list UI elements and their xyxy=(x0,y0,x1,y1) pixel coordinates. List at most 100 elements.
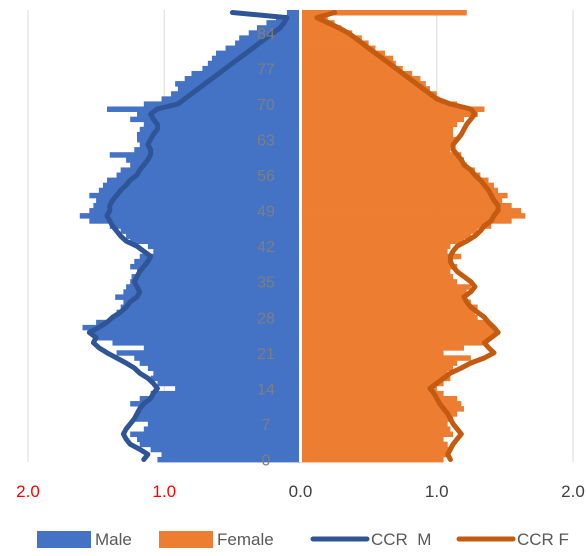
female-bar-age-15 xyxy=(300,380,444,387)
male-bar-age-3 xyxy=(139,441,301,448)
female-bar-age-84 xyxy=(300,30,353,36)
female-bar-age-56 xyxy=(300,172,481,178)
male-bar-age-61 xyxy=(134,147,301,153)
male-bar-age-4 xyxy=(137,436,301,443)
female-bar-age-69 xyxy=(300,106,485,112)
male-bar-age-36 xyxy=(131,274,301,280)
female-bar-age-17 xyxy=(300,370,448,377)
female-bar-age-5 xyxy=(300,431,454,438)
male-bar-age-0 xyxy=(157,456,301,463)
female-bar-age-28 xyxy=(300,314,478,321)
female-bar-age-49 xyxy=(300,208,522,214)
legend-label-male: Male xyxy=(95,530,132,549)
y-tick-label-21: 21 xyxy=(257,346,275,363)
male-bar-age-76 xyxy=(191,70,301,77)
female-bar-age-46 xyxy=(300,223,492,229)
male-bar-age-2 xyxy=(150,446,301,453)
male-bar-age-64 xyxy=(137,131,301,138)
female-bar-age-76 xyxy=(300,70,413,77)
y-tick-label-77: 77 xyxy=(257,61,275,78)
male-bar-age-48 xyxy=(79,213,301,219)
male-bar-age-75 xyxy=(184,76,301,82)
female-bar-age-68 xyxy=(300,111,478,118)
male-bar-age-27 xyxy=(96,319,301,326)
male-bar-age-35 xyxy=(130,279,301,285)
female-bar-age-8 xyxy=(300,416,454,422)
y-tick-labels: 0 7 14 21 28 35 42 49 56 63 70 77 84 xyxy=(257,26,275,470)
male-bar-age-54 xyxy=(102,182,301,189)
female-bar-age-87 xyxy=(300,15,328,21)
legend-label-ccr-m: CCR M xyxy=(371,530,431,549)
male-bar-age-12 xyxy=(139,395,301,402)
female-bar-age-4 xyxy=(300,436,444,443)
male-bar-age-41 xyxy=(153,248,301,255)
male-bar-age-17 xyxy=(153,370,301,377)
female-bar-age-18 xyxy=(300,365,454,371)
male-bar-age-28 xyxy=(112,314,301,321)
female-bar-age-30 xyxy=(300,304,478,311)
female-bar-age-40 xyxy=(300,253,462,260)
female-bar-age-72 xyxy=(300,91,437,97)
female-bar-age-2 xyxy=(300,446,451,453)
female-bar-age-27 xyxy=(300,319,489,326)
female-bar-age-9 xyxy=(300,411,458,417)
female-bar-age-82 xyxy=(300,40,369,46)
female-bar-age-37 xyxy=(300,269,451,275)
female-bar-age-64 xyxy=(300,131,454,138)
male-bar-age-81 xyxy=(225,45,301,52)
male-bar-age-8 xyxy=(134,416,301,422)
ccr-lines xyxy=(86,10,501,462)
male-bar-age-53 xyxy=(98,187,301,194)
male-bar-age-46 xyxy=(109,223,301,229)
male-bar-age-58 xyxy=(130,162,301,168)
female-bar-age-12 xyxy=(300,395,458,402)
female-bar-age-3 xyxy=(300,441,448,448)
female-bar-age-23 xyxy=(300,340,485,346)
male-bar-age-51 xyxy=(96,197,301,204)
y-tick-label-42: 42 xyxy=(257,239,275,256)
female-bar-age-70 xyxy=(300,101,458,107)
female-bar-age-25 xyxy=(300,329,499,336)
female-bar-age-33 xyxy=(300,289,467,295)
male-bar-age-29 xyxy=(116,309,301,316)
male-bar-age-24 xyxy=(96,335,301,341)
male-bar-age-73 xyxy=(177,86,301,92)
male-bar-age-39 xyxy=(134,258,301,265)
male-bar-age-71 xyxy=(161,96,301,102)
female-bar-age-77 xyxy=(300,65,403,72)
male-bar-age-31 xyxy=(123,299,301,305)
female-bar-age-11 xyxy=(300,401,462,407)
male-bar-age-13 xyxy=(150,390,301,397)
male-bar-age-23 xyxy=(112,340,301,346)
female-bar-age-78 xyxy=(300,60,396,67)
female-bar-age-61 xyxy=(300,147,451,153)
female-bar-age-74 xyxy=(300,81,426,87)
female-bar-age-88 xyxy=(300,10,467,16)
female-bar-age-52 xyxy=(300,192,508,199)
female-bar-age-43 xyxy=(300,238,464,245)
male-bar-age-52 xyxy=(89,192,301,199)
male-bar-age-37 xyxy=(137,269,301,275)
female-bar-age-71 xyxy=(300,96,440,102)
male-bar-age-20 xyxy=(134,355,301,361)
male-bar-age-45 xyxy=(120,228,301,234)
female-bar-age-1 xyxy=(300,451,448,458)
female-bar-age-83 xyxy=(300,35,362,41)
male-bar-age-21 xyxy=(116,350,301,356)
male-bar-age-49 xyxy=(89,208,301,214)
female-bar-age-34 xyxy=(300,284,471,290)
female-bar-age-51 xyxy=(300,197,503,204)
male-bar-age-40 xyxy=(139,253,301,260)
female-bar-age-86 xyxy=(300,20,335,26)
female-bar-age-7 xyxy=(300,421,448,427)
female-bar-age-67 xyxy=(300,116,464,123)
female-bar-age-10 xyxy=(300,406,464,412)
male-bar-age-56 xyxy=(116,172,301,178)
male-bar-age-19 xyxy=(139,360,301,366)
female-bar-age-19 xyxy=(300,360,458,366)
male-bar-age-1 xyxy=(161,451,301,458)
y-tick-label-0: 0 xyxy=(262,452,271,469)
female-bar-age-26 xyxy=(300,324,494,331)
female-bar-age-63 xyxy=(300,136,458,143)
male-bar-age-74 xyxy=(175,81,301,87)
